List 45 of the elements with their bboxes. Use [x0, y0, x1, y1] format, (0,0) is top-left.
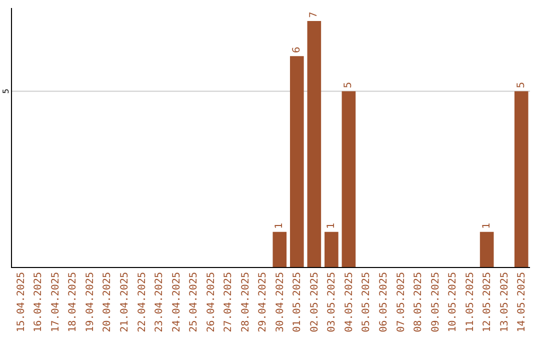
- ref-line-label: 5: [1, 88, 10, 94]
- x-tick-label: 29.04.2025: [258, 272, 269, 332]
- x-tick-label: 06.05.2025: [378, 272, 390, 332]
- x-tick-label: 01.05.2025: [292, 272, 304, 332]
- bar: [307, 20, 322, 267]
- x-tick-label: 08.05.2025: [413, 272, 424, 332]
- data-label: 5: [516, 82, 527, 88]
- bar: [272, 232, 287, 267]
- x-tick-label: 09.05.2025: [430, 272, 442, 332]
- bar: [342, 91, 356, 267]
- x-tick-label: 25.04.2025: [188, 272, 200, 332]
- x-tick-label: 26.04.2025: [206, 272, 217, 332]
- x-tick-label: 02.05.2025: [309, 272, 320, 332]
- data-label: 1: [481, 222, 492, 229]
- data-label: 5: [343, 82, 354, 88]
- x-tick-label: 21.04.2025: [119, 272, 130, 332]
- x-tick-label: 23.04.2025: [154, 272, 166, 332]
- x-tick-label: 03.05.2025: [326, 272, 338, 332]
- x-tick-label: 13.05.2025: [499, 272, 510, 332]
- x-tick-label: 22.04.2025: [136, 272, 148, 332]
- x-tick-label: 14.05.2025: [516, 272, 528, 332]
- x-tick-label: 04.05.2025: [344, 272, 355, 332]
- x-tick-label: 28.04.2025: [240, 272, 252, 332]
- x-tick-label: 15.04.2025: [16, 272, 27, 332]
- bar: [290, 56, 304, 267]
- data-label: 6: [291, 46, 302, 54]
- data-label: 7: [308, 12, 320, 18]
- bar: [324, 232, 338, 267]
- data-label: 1: [326, 222, 337, 229]
- x-tick-label: 07.05.2025: [396, 272, 407, 332]
- x-tick-label: 27.04.2025: [223, 272, 234, 332]
- bar: [514, 91, 528, 267]
- x-tick-label: 24.04.2025: [171, 272, 182, 332]
- data-label: 1: [274, 222, 286, 229]
- x-tick-label: 18.04.2025: [68, 272, 79, 332]
- x-tick-label: 05.05.2025: [361, 272, 372, 332]
- x-tick-label: 30.04.2025: [274, 272, 286, 332]
- x-tick-label: 19.04.2025: [84, 272, 96, 332]
- x-tick-label: 10.05.2025: [448, 272, 459, 332]
- bar: [480, 232, 494, 267]
- x-tick-label: 20.04.2025: [102, 272, 114, 332]
- x-tick-label: 17.04.2025: [50, 272, 62, 332]
- x-tick-label: 11.05.2025: [464, 272, 476, 332]
- x-tick-label: 12.05.2025: [482, 272, 494, 332]
- x-tick-label: 16.04.2025: [33, 272, 44, 332]
